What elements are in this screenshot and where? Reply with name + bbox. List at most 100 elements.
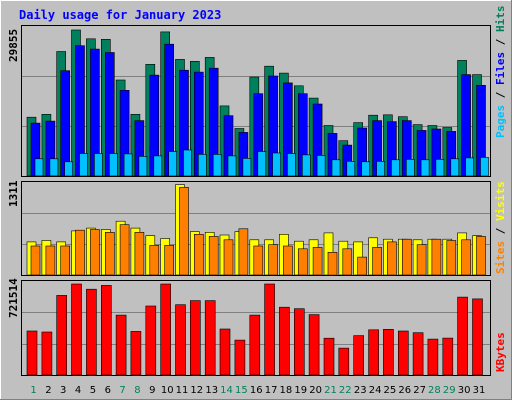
bar-files-day-3 bbox=[60, 70, 71, 177]
x-tick-label: 16 bbox=[250, 385, 263, 396]
bar-sites-day-6 bbox=[105, 232, 115, 276]
legend-hits-files-pages: Pages / Files / Hits bbox=[494, 6, 507, 139]
bar-pages-day-4 bbox=[79, 153, 88, 177]
bar-sites-day-28 bbox=[431, 238, 442, 276]
legend-visits-sites: Sites / Visits bbox=[494, 181, 507, 274]
bar-sites-day-23 bbox=[357, 256, 368, 276]
bar-sites-day-30 bbox=[461, 239, 471, 276]
legend-kbytes: KBytes bbox=[494, 332, 507, 372]
x-tick-label: 8 bbox=[134, 385, 140, 396]
x-tick-label: 24 bbox=[369, 385, 382, 396]
bar-pages-day-18 bbox=[287, 153, 296, 177]
bar-sites-day-27 bbox=[416, 244, 427, 276]
bar-kbytes-day-16 bbox=[249, 314, 261, 376]
bar-sites-day-10 bbox=[164, 245, 174, 276]
bar-kbytes-day-6 bbox=[101, 285, 112, 376]
bar-kbytes-day-21 bbox=[323, 337, 335, 376]
bar-pages-day-25 bbox=[391, 159, 400, 177]
bar-sites-day-21 bbox=[327, 252, 338, 276]
x-tick-label: 3 bbox=[60, 385, 66, 396]
bar-kbytes-day-28 bbox=[427, 338, 439, 376]
x-tick-label: 13 bbox=[205, 385, 218, 396]
bar-kbytes-day-18 bbox=[279, 306, 290, 376]
bar-sites-day-2 bbox=[45, 245, 56, 276]
bar-pages-day-29 bbox=[450, 158, 460, 177]
bar-kbytes-day-3 bbox=[56, 295, 68, 376]
bar-sites-day-7 bbox=[119, 224, 130, 276]
bar-kbytes-day-19 bbox=[293, 308, 305, 376]
x-tick-label: 21 bbox=[324, 385, 337, 396]
x-tick-label: 23 bbox=[354, 385, 367, 396]
x-tick-label: 14 bbox=[220, 385, 233, 396]
bar-kbytes-day-1 bbox=[26, 330, 38, 376]
bar-pages-day-21 bbox=[331, 159, 341, 177]
x-tick-label: 28 bbox=[428, 385, 441, 396]
bars-hits-files-pages bbox=[26, 29, 489, 177]
x-tick-label: 17 bbox=[265, 385, 278, 396]
x-tick-label: 4 bbox=[75, 385, 81, 396]
bar-sites-day-25 bbox=[387, 241, 397, 276]
bar-pages-day-16 bbox=[257, 151, 267, 177]
x-tick-label: 27 bbox=[413, 385, 426, 396]
bar-kbytes-day-15 bbox=[234, 339, 246, 376]
bar-pages-day-28 bbox=[435, 159, 445, 177]
bar-kbytes-day-8 bbox=[130, 331, 142, 376]
bar-pages-day-14 bbox=[227, 155, 237, 177]
bars-kbytes bbox=[26, 283, 483, 376]
bar-kbytes-day-24 bbox=[368, 329, 379, 376]
bar-pages-day-12 bbox=[198, 154, 207, 177]
bar-pages-day-23 bbox=[361, 161, 371, 177]
y-tick-label-hits: 29855 bbox=[7, 29, 20, 62]
y-tick-label-kbytes: 721514 bbox=[7, 278, 20, 318]
x-tick-label: 6 bbox=[105, 385, 111, 396]
bar-pages-day-10 bbox=[168, 151, 177, 177]
bar-kbytes-day-9 bbox=[145, 305, 157, 376]
bar-sites-day-31 bbox=[476, 236, 486, 276]
x-tick-label: 25 bbox=[384, 385, 397, 396]
bar-pages-day-9 bbox=[153, 155, 163, 177]
bar-sites-day-17 bbox=[268, 244, 278, 276]
bar-sites-day-29 bbox=[446, 240, 457, 276]
bar-sites-day-22 bbox=[342, 248, 353, 276]
bar-sites-day-5 bbox=[90, 229, 100, 276]
bar-pages-day-6 bbox=[109, 153, 118, 177]
x-tick-label: 15 bbox=[235, 385, 248, 396]
bar-sites-day-11 bbox=[179, 187, 189, 276]
bar-sites-day-20 bbox=[312, 247, 323, 276]
x-tick-label: 11 bbox=[176, 385, 189, 396]
bar-pages-day-11 bbox=[183, 149, 192, 177]
legend-kbytes-label: KBytes bbox=[494, 332, 507, 372]
bar-kbytes-day-30 bbox=[457, 296, 468, 376]
bar-pages-day-20 bbox=[316, 155, 326, 177]
bar-kbytes-day-27 bbox=[412, 332, 424, 376]
bar-sites-day-19 bbox=[297, 248, 308, 276]
bar-pages-day-24 bbox=[376, 161, 385, 177]
bar-kbytes-day-11 bbox=[175, 304, 186, 376]
bar-pages-day-19 bbox=[301, 154, 311, 177]
bar-pages-day-31 bbox=[480, 157, 489, 177]
legend-sites: Sites bbox=[494, 241, 507, 274]
x-tick-label: 20 bbox=[309, 385, 322, 396]
bar-pages-day-5 bbox=[94, 153, 103, 177]
bar-kbytes-day-25 bbox=[383, 328, 394, 376]
bars-visits-sites bbox=[26, 184, 486, 276]
bar-kbytes-day-10 bbox=[160, 283, 171, 376]
bar-kbytes-day-13 bbox=[204, 300, 216, 376]
bar-pages-day-3 bbox=[64, 161, 73, 177]
bar-pages-day-27 bbox=[420, 159, 430, 177]
bar-pages-day-30 bbox=[465, 157, 474, 177]
x-tick-label: 26 bbox=[398, 385, 411, 396]
bar-kbytes-day-31 bbox=[472, 298, 483, 376]
legend-files: Files bbox=[494, 52, 507, 85]
bar-kbytes-day-29 bbox=[442, 337, 454, 376]
bar-pages-day-26 bbox=[405, 159, 415, 177]
bar-kbytes-day-20 bbox=[308, 314, 320, 376]
bar-sites-day-1 bbox=[30, 245, 41, 276]
x-tick-label: 7 bbox=[119, 385, 125, 396]
bar-sites-day-26 bbox=[401, 238, 412, 276]
bar-kbytes-day-17 bbox=[264, 283, 275, 376]
bar-pages-day-7 bbox=[123, 153, 133, 177]
y-tick-label-visits: 1311 bbox=[7, 180, 20, 207]
